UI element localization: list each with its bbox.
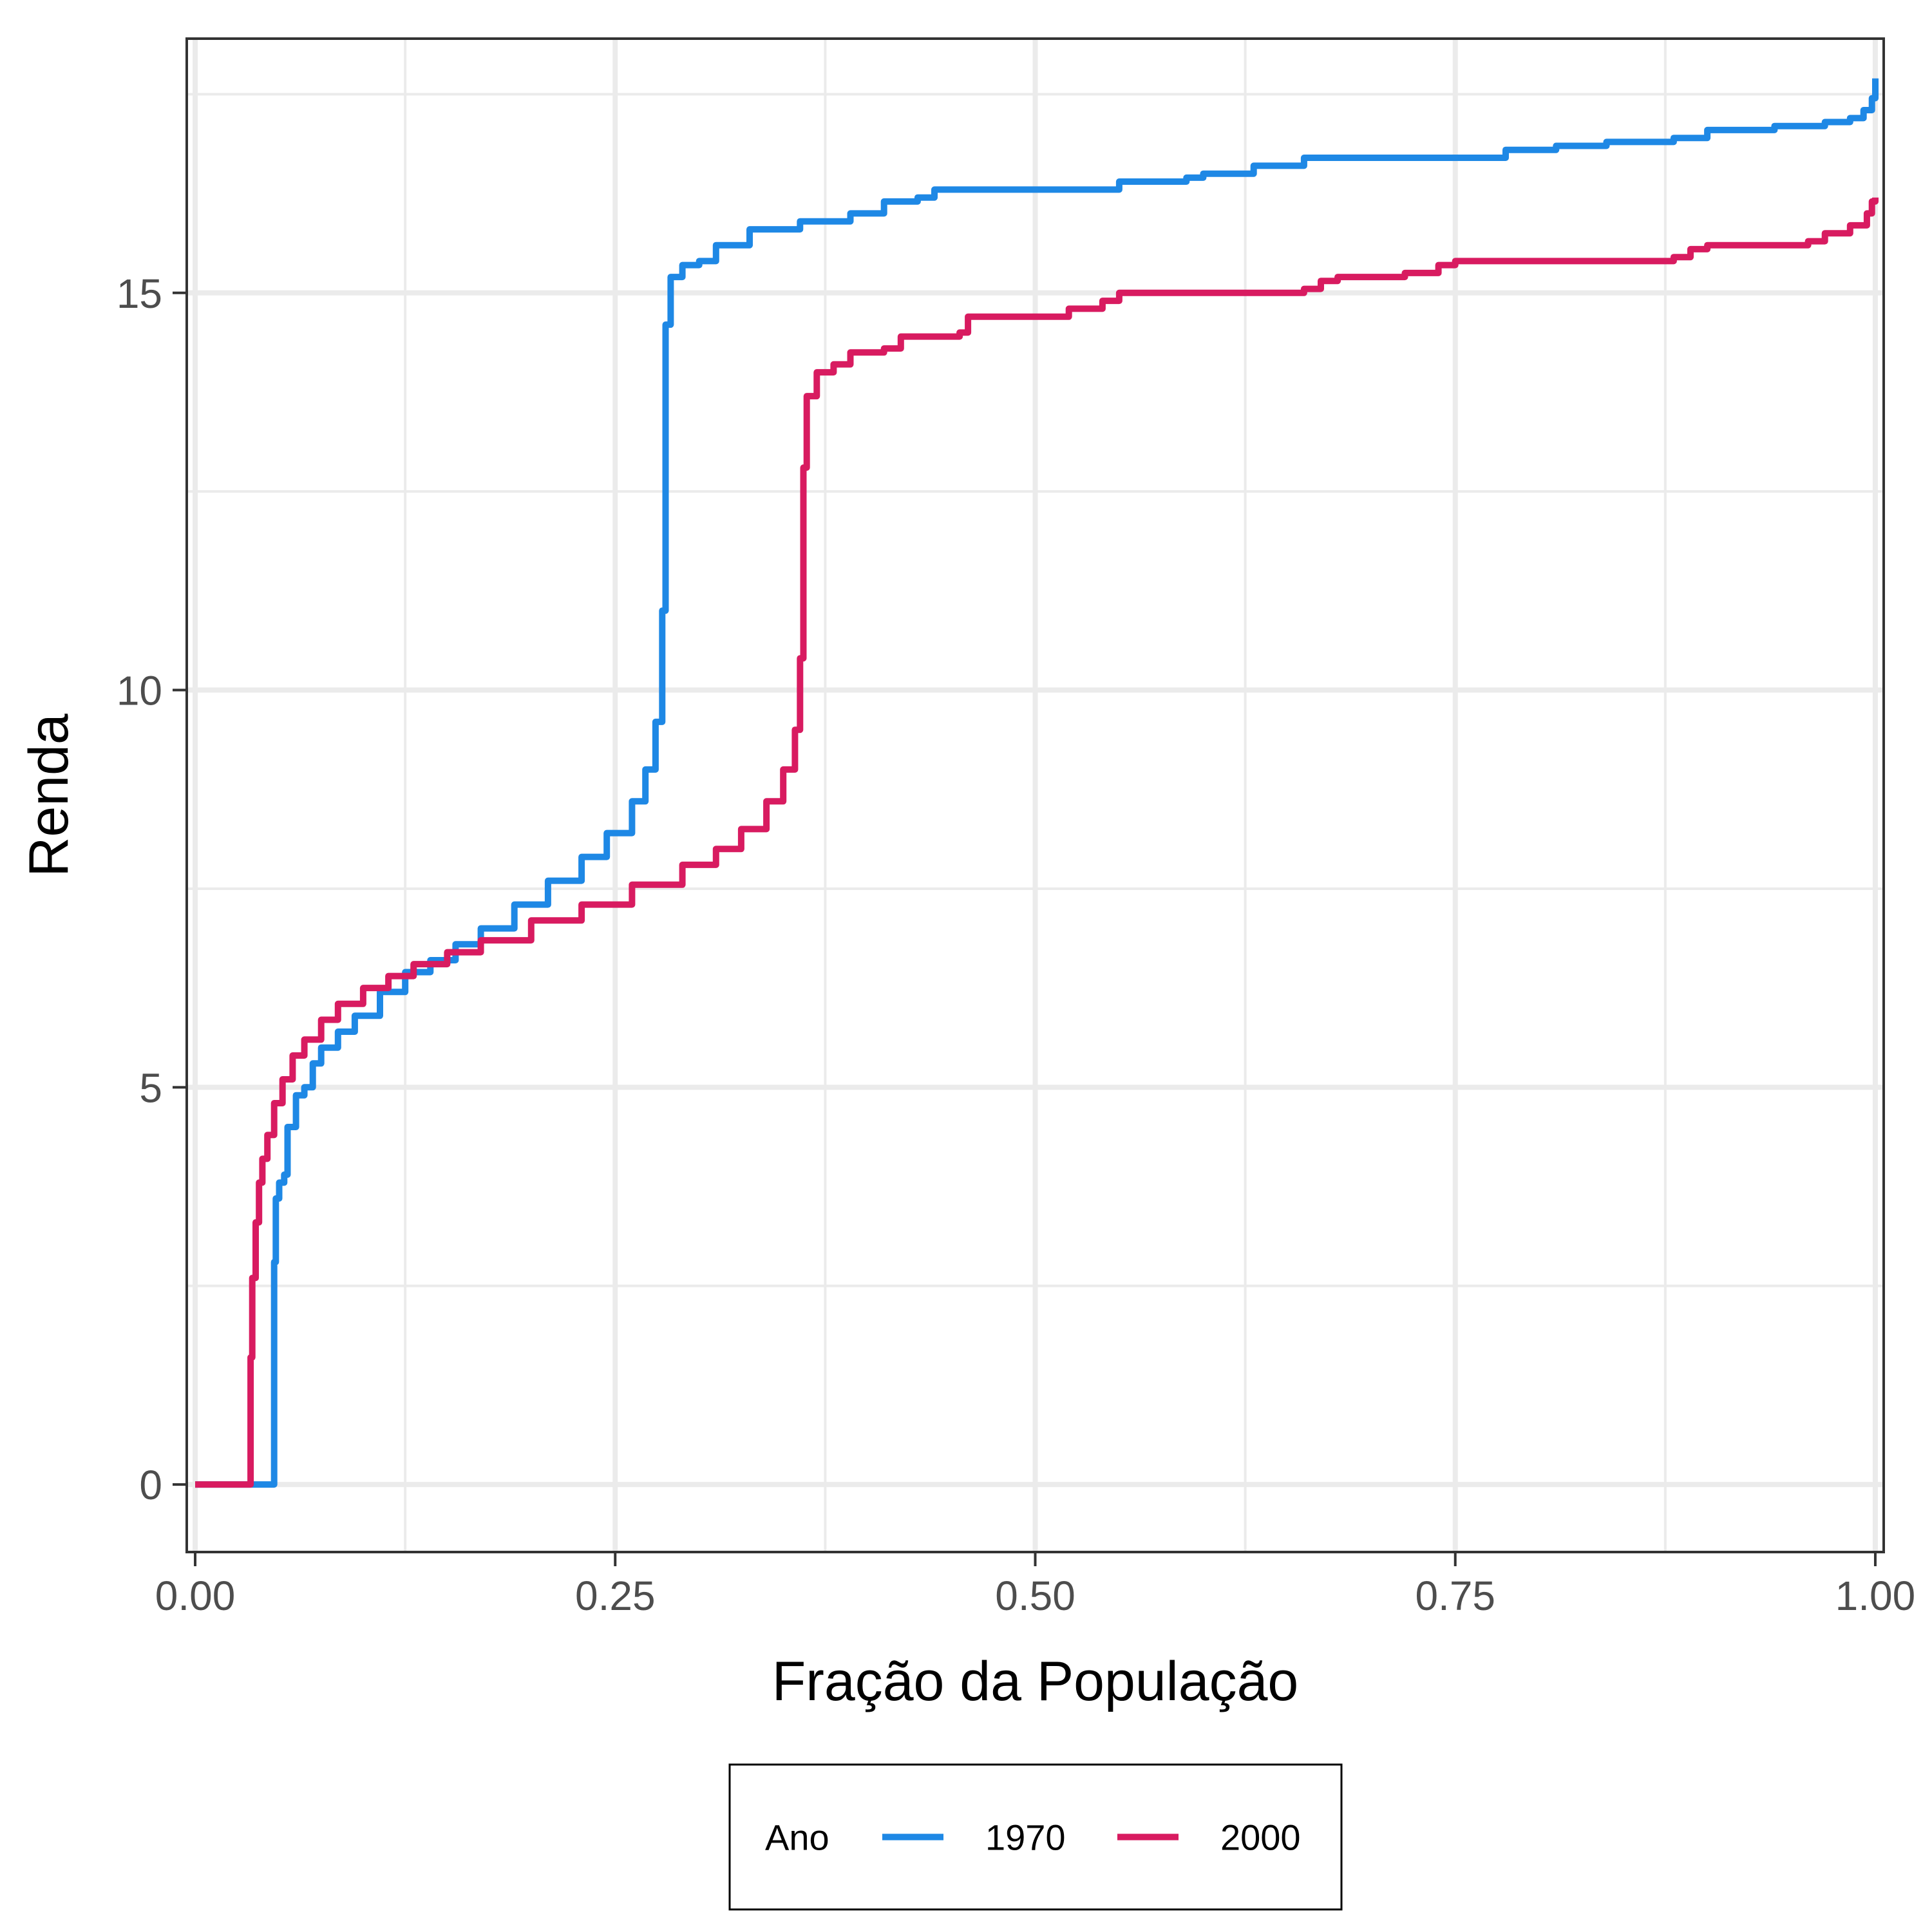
major-gridlines xyxy=(187,39,1884,1552)
series-lines xyxy=(195,78,1879,1488)
x-axis-title: Fração da População xyxy=(772,1651,1299,1712)
y-tick-label-0: 0 xyxy=(139,1462,162,1508)
x-tick-label-2: 0.50 xyxy=(995,1573,1075,1619)
x-tick-label-1: 0.25 xyxy=(575,1573,656,1619)
legend-label-1970: 1970 xyxy=(985,1817,1066,1858)
x-axis: 0.00 0.25 0.50 0.75 1.00 xyxy=(155,1552,1915,1619)
legend-entries: 1970 2000 xyxy=(882,1817,1301,1858)
y-axis-title: Renda xyxy=(18,714,80,877)
series-line-1970 xyxy=(195,78,1879,1488)
x-tick-label-3: 0.75 xyxy=(1415,1573,1495,1619)
legend-box xyxy=(728,1763,1343,1911)
x-tick-label-0: 0.00 xyxy=(155,1573,236,1619)
legend: Ano 1970 2000 xyxy=(728,1763,1343,1911)
y-tick-label-3: 15 xyxy=(117,270,162,317)
legend-title: Ano xyxy=(765,1817,829,1858)
series-line-2000 xyxy=(195,197,1879,1488)
legend-label-2000: 2000 xyxy=(1220,1817,1301,1858)
x-tick-label-4: 1.00 xyxy=(1835,1573,1916,1619)
y-tick-label-1: 5 xyxy=(139,1065,162,1111)
y-tick-label-2: 10 xyxy=(117,668,162,714)
y-axis: 0 5 10 15 xyxy=(117,270,187,1508)
